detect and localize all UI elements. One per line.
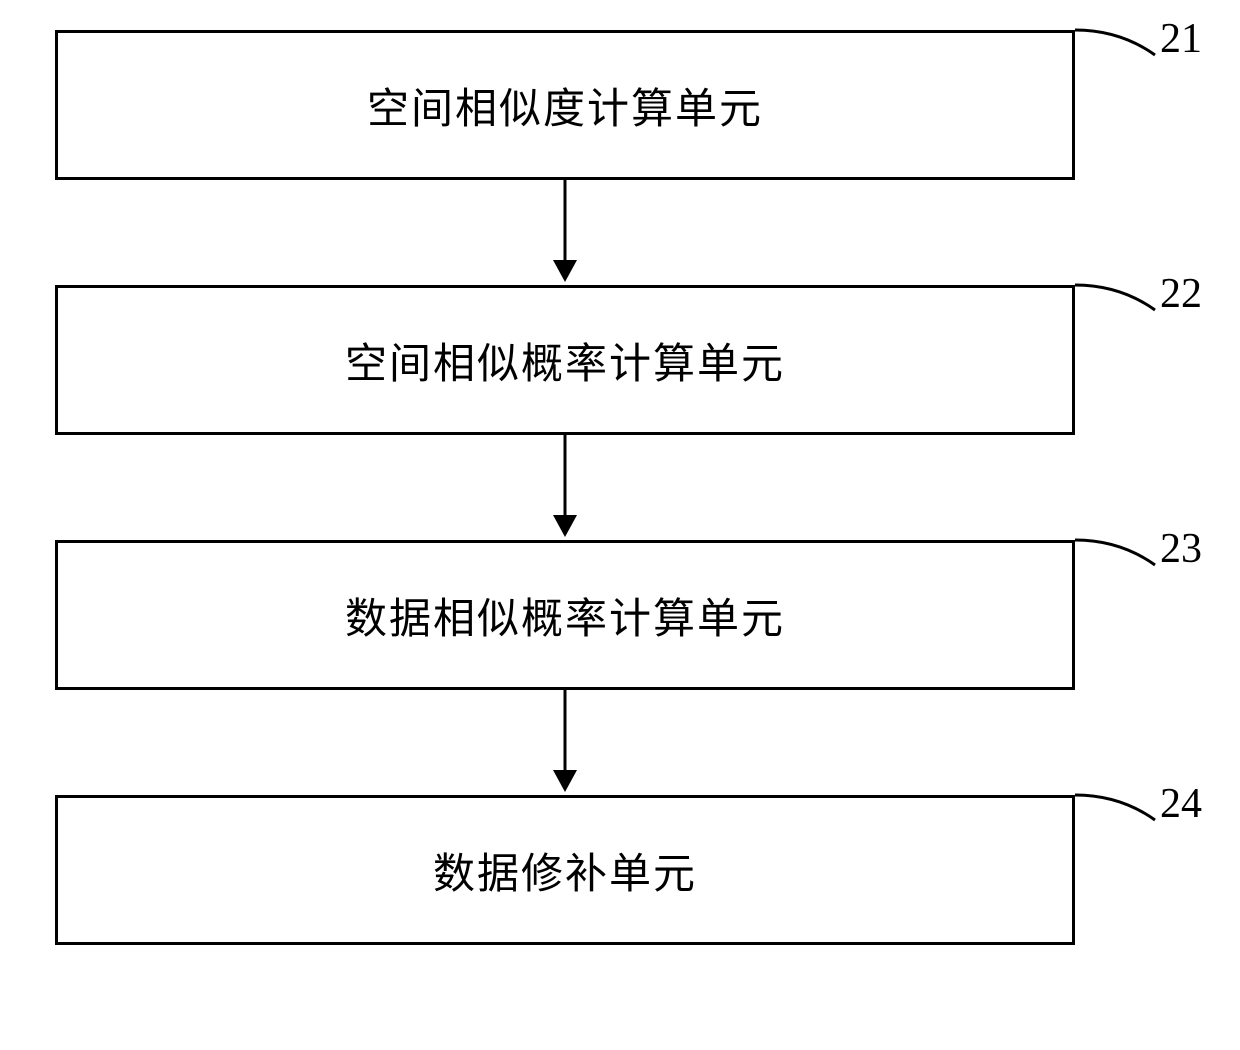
flowchart-root: 空间相似度计算单元 21 空间相似概率计算单元 22 数据相似概率计算单元 23…: [0, 0, 1240, 1050]
leader-line-4: [0, 0, 1240, 1050]
node-label-4: 24: [1160, 780, 1202, 828]
